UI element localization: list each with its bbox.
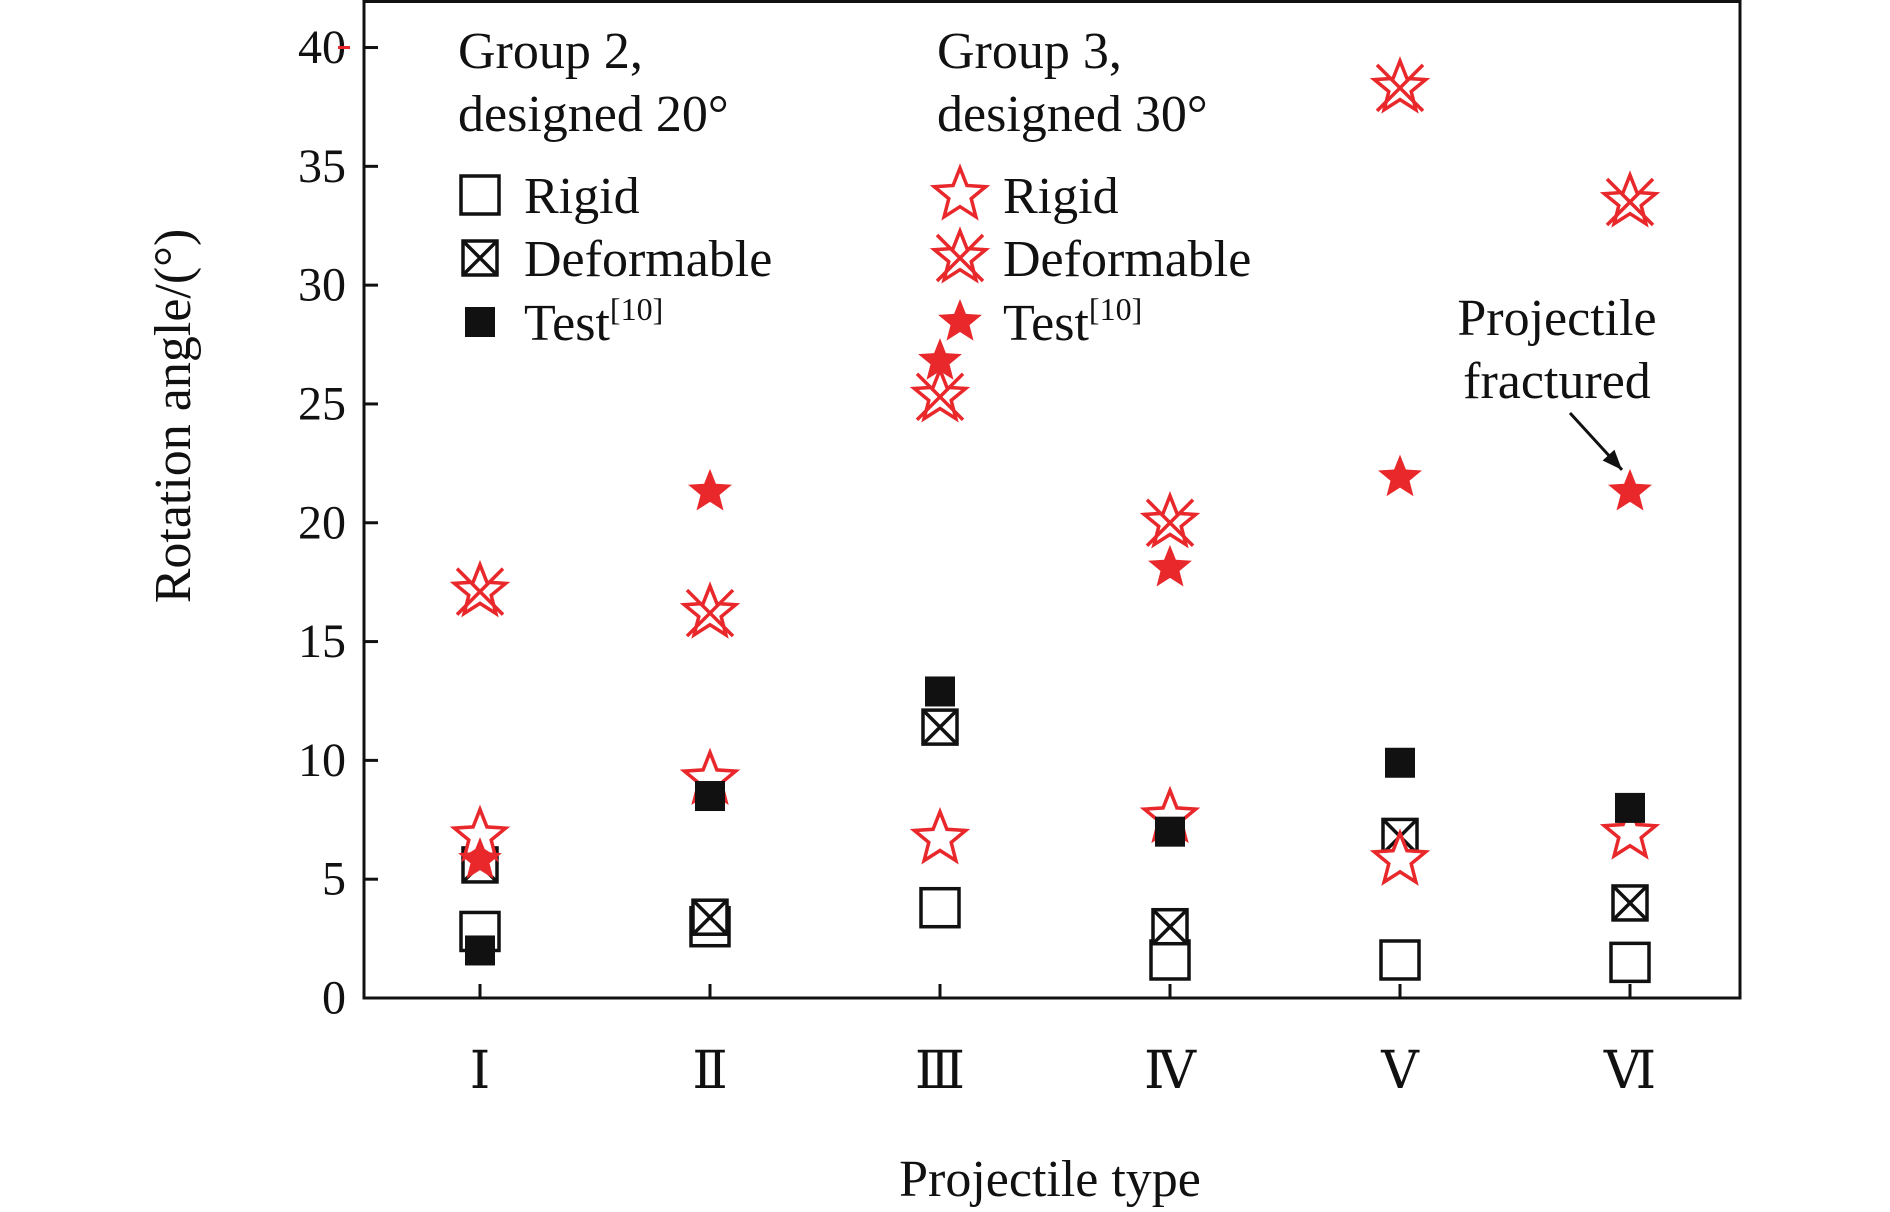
legend-label-g3-rigid: Rigid xyxy=(1003,168,1119,225)
legend-label-g3-test-name: Test xyxy=(1003,295,1089,352)
annotation-projectile-fractured: Projectile fractured xyxy=(1457,290,1657,471)
legend-label-g2-test: Test[10] xyxy=(524,291,663,352)
legend-label-g2-test-name: Test xyxy=(524,295,610,352)
x-tick-label: Ⅴ xyxy=(1380,1043,1420,1100)
marker-g2-deformable xyxy=(921,708,959,746)
legend-group2-title-line2: designed 20° xyxy=(458,86,729,143)
marker-g3-deformable xyxy=(452,562,508,617)
marker-g2-rigid xyxy=(919,886,961,929)
y-tick-label: 25 xyxy=(298,377,346,430)
legend-label-g3-test: Test[10] xyxy=(1003,291,1142,352)
y-tick-label: 0 xyxy=(322,972,346,1025)
x-tick-label: Ⅲ xyxy=(915,1043,965,1100)
marker-g2-deformable xyxy=(691,898,729,936)
marker-g3-deformable xyxy=(1142,494,1198,548)
annotation-line1: Projectile xyxy=(1457,290,1656,347)
legend-group3-title-line2: designed 30° xyxy=(937,86,1208,143)
y-axis-title-text: Rotation angle/(°) xyxy=(145,229,202,604)
legend-marker-g3-rigid xyxy=(932,166,988,219)
y-axis-title: Rotation angle/(°) xyxy=(145,229,202,604)
legend-marker-g2-test xyxy=(465,307,495,337)
y-tick-label: 35 xyxy=(298,140,346,193)
plot-frame xyxy=(362,0,1742,1000)
annotation-arrow-head xyxy=(1602,449,1622,470)
y-tick-label: 20 xyxy=(298,496,346,549)
legend-marker-g2-rigid xyxy=(459,174,501,216)
x-tick-label: Ⅱ xyxy=(692,1043,727,1100)
marker-g3-test xyxy=(1378,454,1422,497)
legend-label-g3-deformable: Deformable xyxy=(1003,231,1251,288)
marker-g3-deformable xyxy=(682,584,738,638)
y-tick-label: 15 xyxy=(298,615,346,668)
legend-label-g2-deformable: Deformable xyxy=(524,231,772,288)
marker-g2-rigid xyxy=(1149,939,1191,981)
legend-marker-g2-deformable xyxy=(461,239,499,277)
marker-g2-test xyxy=(1155,816,1185,847)
y-tick-label: 10 xyxy=(298,734,346,787)
marker-g2-rigid xyxy=(1609,941,1651,984)
marker-g2-deformable xyxy=(1151,907,1189,946)
marker-g3-deformable xyxy=(1372,59,1428,113)
marker-g2-test xyxy=(925,676,955,707)
legend-label-g2-test-ref: [10] xyxy=(610,291,663,327)
y-tick-label: 5 xyxy=(322,853,346,906)
legend-marker-g3-deformable xyxy=(932,229,988,283)
annotation-line2: fractured xyxy=(1463,353,1651,410)
marker-g3-deformable xyxy=(912,368,968,422)
marker-g3-test xyxy=(688,468,732,511)
marker-g2-deformable xyxy=(1611,884,1649,922)
marker-g2-test xyxy=(465,935,495,966)
x-tick-label: Ⅰ xyxy=(470,1043,491,1100)
y-tick-label: 30 xyxy=(298,259,346,312)
legend: Group 2, designed 20° Group 3, designed … xyxy=(458,23,1251,352)
marker-g2-test xyxy=(695,781,725,812)
marker-g3-deformable xyxy=(1602,173,1658,227)
legend-label-g2-rigid: Rigid xyxy=(524,168,640,225)
legend-label-g3-test-ref: [10] xyxy=(1089,291,1142,327)
marker-g2-test xyxy=(1615,792,1645,823)
x-tick-label: Ⅵ xyxy=(1603,1043,1656,1100)
legend-group3-title-line1: Group 3, xyxy=(937,23,1122,80)
x-tick-label: Ⅳ xyxy=(1144,1043,1197,1100)
marker-g2-rigid xyxy=(1379,939,1421,981)
marker-g3-rigid xyxy=(912,810,968,863)
x-axis-title: Projectile type xyxy=(899,1151,1201,1208)
marker-g2-test xyxy=(1385,747,1415,778)
legend-marker-g3-test xyxy=(938,299,982,341)
legend-group2-title-line1: Group 2, xyxy=(458,23,643,80)
marker-g3-test xyxy=(1148,544,1192,587)
marker-g3-test xyxy=(1608,468,1652,511)
